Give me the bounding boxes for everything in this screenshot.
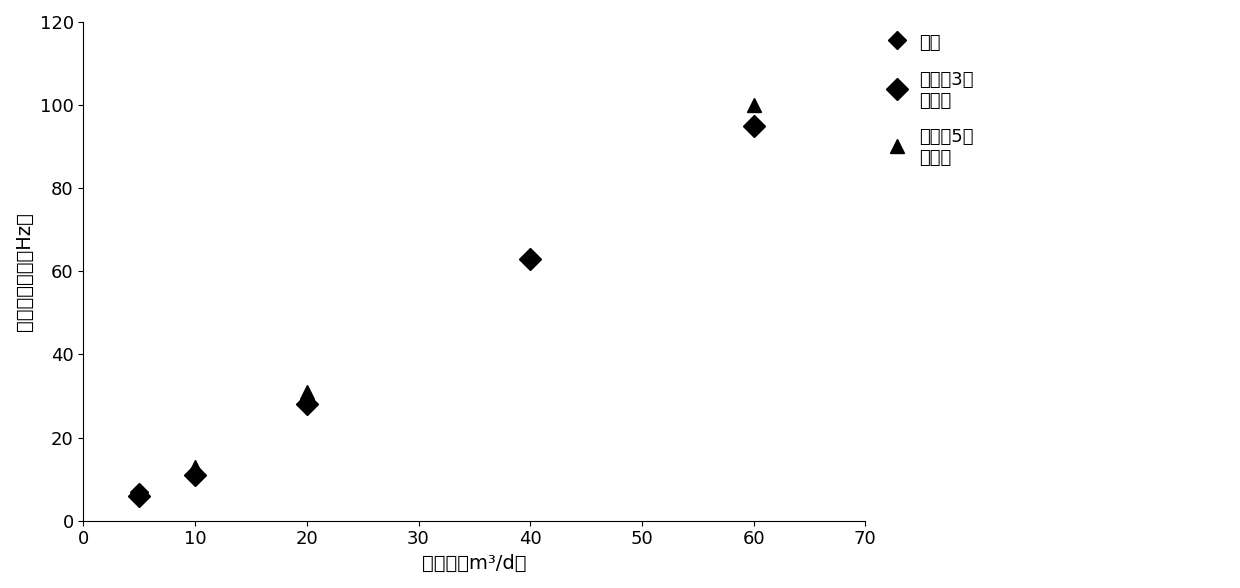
气流量3方
加清水 <box>187 472 202 479</box>
气流量3方
加清水 <box>523 255 538 262</box>
气流量5方
加清水 <box>299 388 314 395</box>
X-axis label: 水流量（m³/d）: 水流量（m³/d） <box>422 554 527 573</box>
气流量3方
加清水 <box>299 401 314 408</box>
气流量3方
加清水 <box>746 122 761 129</box>
Y-axis label: 涡轮响应频率（Hz）: 涡轮响应频率（Hz） <box>15 212 33 331</box>
气流量3方
加清水 <box>131 492 146 499</box>
气流量5方
加清水 <box>187 463 202 470</box>
气流量5方
加清水 <box>746 102 761 109</box>
Line: 气流量5方
加清水: 气流量5方 加清水 <box>188 98 760 474</box>
Legend: 清水, 气流量3方
加清水, 气流量5方
加清水: 清水, 气流量3方 加清水, 气流量5方 加清水 <box>890 31 973 167</box>
Line: 气流量3方
加清水: 气流量3方 加清水 <box>131 118 761 503</box>
